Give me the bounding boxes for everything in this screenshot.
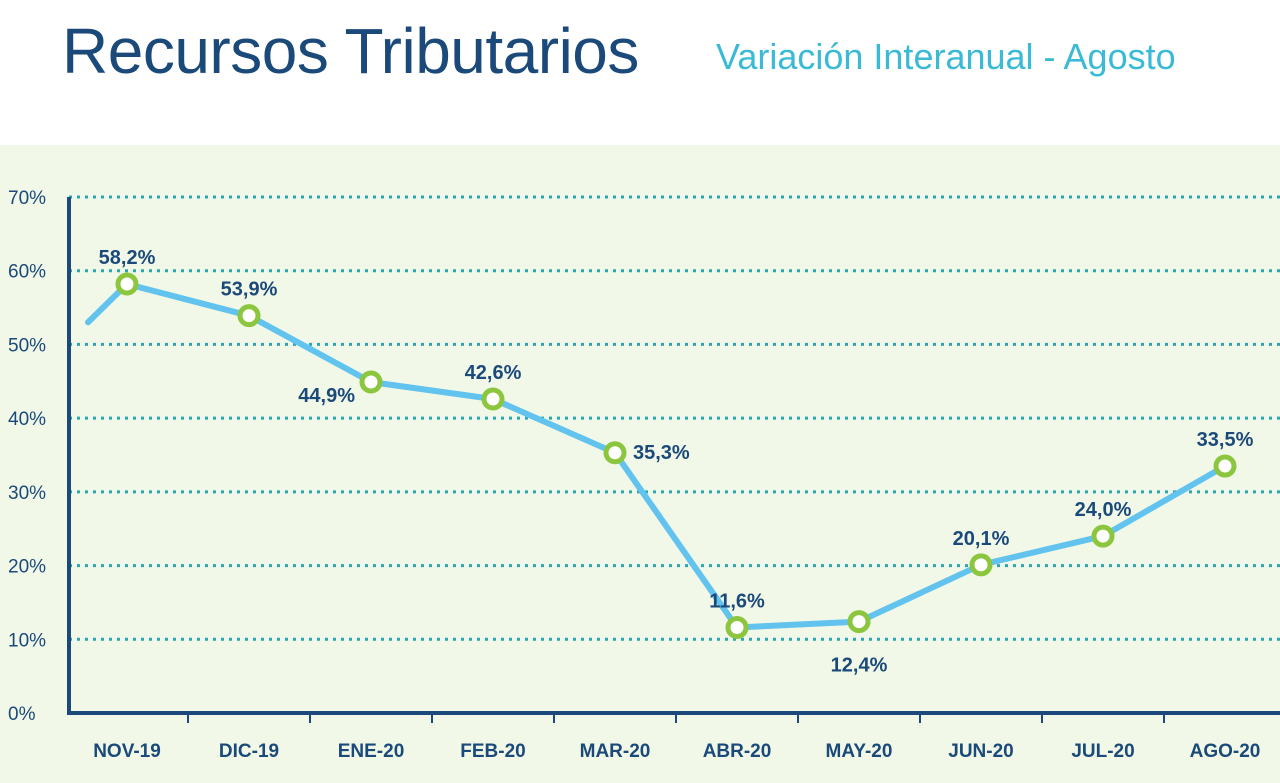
data-point xyxy=(115,272,139,296)
data-point xyxy=(969,553,993,577)
y-tick-label: 50% xyxy=(8,335,46,356)
y-tick-label: 0% xyxy=(8,704,36,725)
data-label: 24,0% xyxy=(1075,499,1132,521)
y-tick-label: 40% xyxy=(8,409,46,430)
data-point xyxy=(237,304,261,328)
data-point xyxy=(1091,524,1115,548)
x-tick-label: ABR-20 xyxy=(703,741,772,762)
y-tick-label: 70% xyxy=(8,188,46,209)
data-markers xyxy=(115,272,1237,639)
data-label: 11,6% xyxy=(709,590,765,612)
data-label: 53,9% xyxy=(221,279,278,301)
data-labels: 58,2% 53,9% 44,9% 42,6% 35,3% 11,6% 12,4% 20,1%… xyxy=(99,247,1254,677)
data-point xyxy=(603,441,627,465)
x-tick-label: JUL-20 xyxy=(1071,741,1134,762)
data-label: 58,2% xyxy=(99,247,156,269)
axes xyxy=(67,197,1280,723)
header: Recursos Tributarios Variación Interanua… xyxy=(0,0,1280,145)
data-label: 20,1% xyxy=(953,528,1010,550)
data-point xyxy=(725,615,749,639)
x-axis-tick-labels: NOV-19 DIC-19 ENE-20 FEB-20 MAR-20 ABR-20 MAY-… xyxy=(93,741,1260,762)
page-title: Recursos Tributarios xyxy=(62,15,639,87)
x-tick-label: NOV-19 xyxy=(93,741,161,762)
line-chart: 0% 10% 20% 30% 40% 50% 60% 70% NOV-19 DIC-19 ENE-… xyxy=(0,145,1280,783)
data-label: 12,4% xyxy=(831,655,888,677)
x-tick-label: AGO-20 xyxy=(1190,741,1261,762)
x-tick-label: MAY-20 xyxy=(826,741,893,762)
y-tick-label: 30% xyxy=(8,483,46,504)
y-tick-label: 20% xyxy=(8,557,46,578)
data-label: 33,5% xyxy=(1197,429,1254,451)
data-point xyxy=(1213,454,1237,478)
x-tick-label: JUN-20 xyxy=(948,741,1013,762)
y-tick-label: 60% xyxy=(8,262,46,283)
x-tick-label: FEB-20 xyxy=(460,741,525,762)
y-axis-tick-labels: 0% 10% 20% 30% 40% 50% 60% 70% xyxy=(8,188,46,725)
chart-panel: 0% 10% 20% 30% 40% 50% 60% 70% NOV-19 DIC-19 ENE-… xyxy=(0,145,1280,783)
data-label: 35,3% xyxy=(633,442,690,464)
data-point xyxy=(481,387,505,411)
data-label: 42,6% xyxy=(465,362,522,384)
data-label: 44,9% xyxy=(298,385,355,407)
x-tick-label: DIC-19 xyxy=(219,741,279,762)
chart-background xyxy=(0,145,1280,783)
y-tick-label: 10% xyxy=(8,630,46,651)
x-tick-label: MAR-20 xyxy=(580,741,651,762)
x-tick-label: ENE-20 xyxy=(338,741,405,762)
data-point xyxy=(359,370,383,394)
data-point xyxy=(847,610,871,634)
gridlines xyxy=(69,195,1280,641)
page-subtitle: Variación Interanual - Agosto xyxy=(716,36,1176,77)
